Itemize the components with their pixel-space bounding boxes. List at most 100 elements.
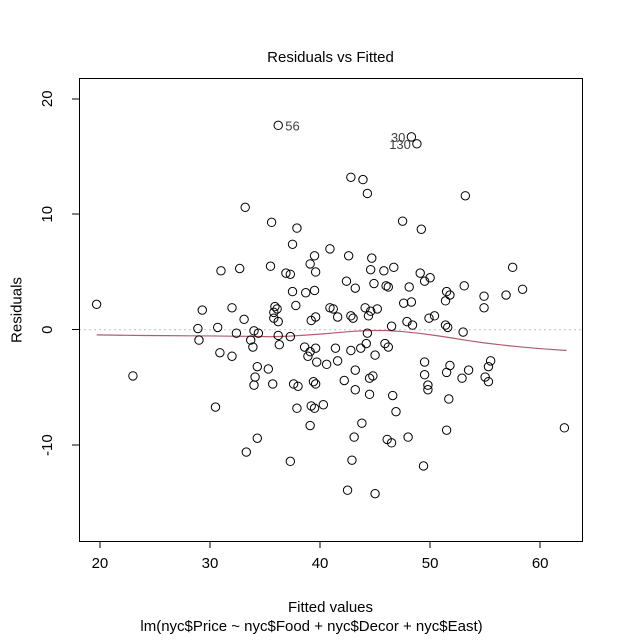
data-point — [348, 313, 358, 323]
data-point — [253, 328, 264, 338]
data-point — [273, 316, 283, 327]
data-point — [293, 381, 303, 391]
data-point — [416, 224, 427, 234]
data-point — [273, 120, 283, 131]
data-point — [368, 371, 378, 381]
data-point — [239, 314, 249, 325]
data-point — [268, 379, 278, 389]
data-point — [273, 330, 283, 341]
data-point — [483, 361, 494, 372]
data-point — [332, 356, 343, 366]
data-point — [389, 262, 399, 273]
x-tick-label: 20 — [92, 555, 109, 572]
point-label: 130 — [389, 137, 411, 152]
data-point — [419, 370, 430, 380]
data-point — [397, 216, 408, 226]
y-tick-label: 20 — [39, 90, 56, 107]
data-point — [269, 307, 279, 318]
data-point — [346, 311, 356, 321]
data-point — [265, 261, 276, 271]
data-point — [458, 327, 468, 337]
data-point — [227, 351, 237, 361]
data-point — [362, 328, 373, 338]
data-point — [457, 373, 467, 383]
data-point — [483, 376, 494, 387]
data-point — [216, 266, 226, 276]
data-point — [429, 311, 440, 321]
data-point — [194, 335, 204, 345]
smooth-line — [96, 329, 567, 352]
data-point — [234, 263, 245, 274]
data-point — [328, 304, 338, 314]
data-point — [357, 418, 367, 428]
data-point — [339, 375, 349, 386]
data-point — [381, 281, 391, 291]
y-tick-label: 10 — [39, 206, 56, 223]
data-point — [398, 298, 409, 308]
data-point — [346, 172, 356, 182]
data-point — [305, 420, 315, 431]
data-point — [312, 357, 322, 367]
data-point — [231, 328, 242, 338]
data-point — [288, 379, 299, 389]
data-point — [308, 376, 319, 387]
data-point — [318, 400, 329, 410]
data-point — [285, 269, 296, 279]
data-point — [365, 306, 376, 316]
data-point — [404, 282, 414, 292]
x-axis-label: Fitted values — [287, 599, 374, 616]
data-point — [391, 406, 401, 417]
data-point — [412, 139, 422, 149]
data-point — [250, 372, 260, 382]
data-point — [252, 361, 263, 372]
data-point — [387, 390, 398, 401]
data-point — [402, 316, 412, 327]
data-point — [306, 401, 316, 411]
data-point — [507, 262, 518, 273]
data-point — [347, 455, 357, 465]
data-point — [246, 335, 256, 345]
data-point — [424, 313, 434, 323]
data-point — [365, 264, 376, 275]
data-point — [252, 433, 263, 443]
data-point — [310, 267, 321, 277]
data-point — [501, 290, 511, 300]
data-point — [479, 291, 489, 301]
data-point — [91, 299, 102, 310]
data-point — [291, 300, 301, 311]
x-tick-label: 50 — [422, 555, 439, 572]
data-point — [415, 268, 425, 278]
data-point — [270, 301, 280, 312]
data-point — [364, 373, 375, 383]
data-point — [425, 273, 435, 283]
data-point — [325, 244, 335, 254]
data-point — [349, 432, 359, 442]
data-point — [559, 423, 570, 433]
data-point — [361, 338, 371, 349]
data-point — [441, 286, 452, 297]
data-point — [248, 342, 258, 352]
data-point — [369, 278, 379, 289]
data-point — [346, 345, 356, 356]
data-point — [360, 303, 370, 313]
data-point — [419, 357, 430, 367]
data-point — [383, 342, 393, 352]
y-tick-label: 0 — [39, 326, 56, 334]
data-point — [370, 350, 380, 360]
point-label: 56 — [285, 118, 299, 133]
data-point — [274, 340, 285, 350]
data-point — [281, 268, 291, 278]
data-point — [406, 132, 417, 142]
data-point — [379, 266, 389, 276]
data-point — [423, 380, 433, 390]
data-point — [480, 372, 490, 382]
data-point — [310, 343, 321, 353]
data-point — [301, 288, 311, 298]
y-tick-label: -10 — [39, 434, 56, 456]
data-point — [403, 432, 413, 442]
data-point — [423, 385, 433, 395]
data-point — [440, 320, 451, 330]
data-point — [356, 343, 366, 353]
data-point — [241, 447, 251, 457]
